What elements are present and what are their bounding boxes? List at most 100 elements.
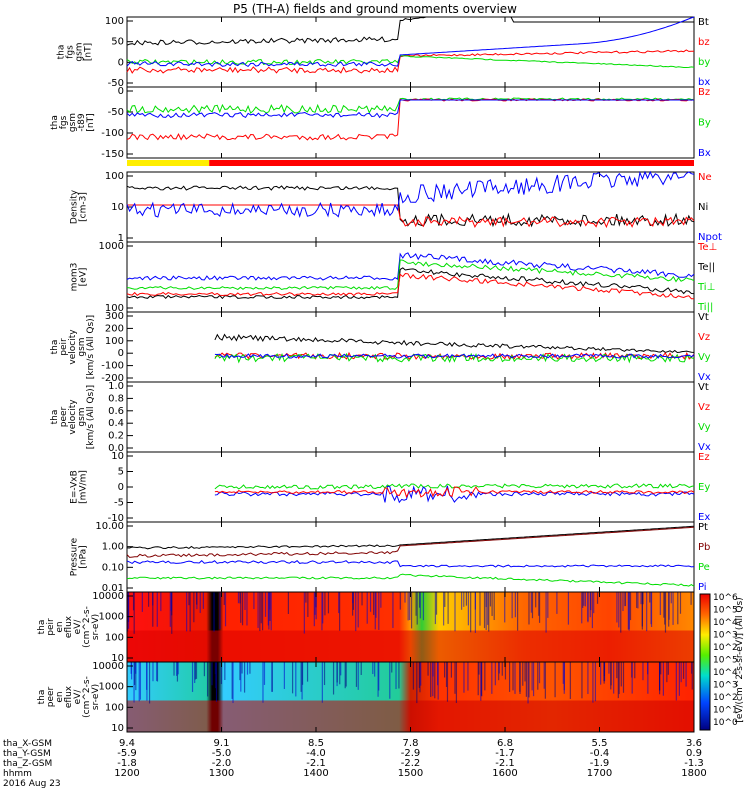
spectrogram-electrons-noise	[271, 662, 273, 692]
series-Ne	[127, 204, 695, 229]
spectrogram-electrons-noise	[443, 662, 446, 678]
spectrogram-ions-noise	[443, 592, 445, 626]
x-row-label: hhmm	[3, 769, 32, 779]
spectrogram-electrons-noise	[300, 662, 302, 692]
spectrogram-electrons-noise	[156, 662, 158, 681]
spectrogram-electrons-noise	[617, 662, 619, 699]
y-axis-label-line: gsm	[77, 407, 87, 426]
x-tick-label: -1.9	[590, 758, 610, 769]
y-tick-label: 50	[111, 37, 124, 48]
spectrogram-electrons-noise	[498, 662, 500, 681]
y-tick-label: -200	[101, 373, 124, 384]
y-axis-label-peer_v: tha peer velocity gsm [km/s (All Qs)]	[50, 385, 96, 449]
y-axis-label-line: eflux	[64, 615, 74, 638]
legend-Vy: Vy	[698, 422, 711, 433]
series-Ez	[214, 486, 695, 499]
spectrogram-electrons-noise	[478, 662, 480, 675]
legend-Ey: Ey	[698, 482, 710, 493]
spectrogram-ions-noise	[315, 592, 317, 620]
spectrogram-ions-noise	[618, 592, 620, 628]
y-tick-label: 1	[118, 233, 124, 244]
spectrogram-ions-noise	[628, 592, 630, 630]
y-tick-label: 1.00	[102, 542, 124, 553]
spectrogram-ions-noise	[538, 592, 541, 623]
spectrogram-electrons-noise	[243, 662, 246, 693]
spectrogram-electrons-noise	[616, 662, 618, 679]
spectrogram-ions-noise	[327, 592, 330, 614]
spectrogram-electrons-noise	[323, 662, 326, 686]
x-tick-label: 1600	[492, 768, 517, 779]
spectrogram-ions-noise	[584, 592, 587, 607]
spectrogram-electrons-noise	[412, 662, 414, 690]
spectrogram-electrons-noise	[491, 662, 493, 694]
spectrogram-ions-noise	[434, 592, 436, 625]
spectrogram-ions-noise	[202, 592, 204, 609]
spectrogram-electrons-noise	[594, 662, 597, 702]
colorbar-tick: 10^5	[713, 656, 738, 666]
spectrogram-ions-noise	[410, 592, 413, 629]
spectrogram-electrons-noise	[138, 662, 140, 702]
y-tick-label: 200	[105, 323, 124, 334]
spectrogram-ions-noise	[465, 592, 468, 606]
spectrogram-ions-noise	[147, 592, 150, 607]
legend-Te⊥: Te⊥	[697, 242, 717, 253]
spectrogram-ions-noise	[514, 592, 516, 618]
spectrogram-electrons-noise	[203, 662, 205, 677]
y-tick-label: 0.8	[108, 393, 124, 404]
spectrogram-ions-noise	[193, 592, 195, 623]
spectrogram-ions-noise	[479, 592, 481, 626]
spectrogram-electrons-noise	[563, 662, 565, 691]
spectrogram-ions-noise	[213, 592, 215, 632]
spectrogram-ions-noise	[244, 592, 246, 611]
colorbar-tick: 10^6	[713, 593, 738, 603]
spectrogram-ions-noise	[352, 592, 354, 616]
legend-Bx: Bx	[698, 148, 711, 159]
legend-bx: bx	[698, 77, 710, 88]
spectrogram-electrons-noise	[480, 662, 482, 701]
x-tick-label: 1700	[587, 768, 612, 779]
legend-Bz: Bz	[698, 87, 710, 98]
spectrogram-electrons-noise	[211, 662, 213, 686]
y-tick-label: 0	[118, 348, 124, 359]
spectrogram-ions-noise	[224, 592, 227, 627]
spectrogram-ions-noise	[629, 592, 632, 621]
x-tick-label: -1.8	[117, 758, 137, 769]
y-axis-label-line: mom3	[70, 263, 80, 292]
spectrogram-ions-noise	[321, 592, 323, 631]
x-tick-label: 6.8	[497, 738, 513, 749]
y-tick-label: 10000	[92, 661, 124, 672]
spectrogram-ions-noise	[152, 592, 154, 627]
spectrogram-ions-noise	[672, 592, 674, 625]
y-axis-label-pressure: Pressure [nPa]	[70, 537, 89, 576]
spectrogram-ions-noise	[659, 592, 661, 615]
spectrogram-electrons-noise	[355, 662, 358, 687]
spectrogram-ions-noise	[189, 592, 191, 632]
spectrogram-ions-noise	[435, 592, 438, 615]
spectrogram-electrons-noise	[291, 662, 294, 694]
spectrogram-electrons-noise	[603, 662, 605, 684]
spectrogram-electrons-noise	[173, 662, 175, 676]
y-axis-label-line: -t89	[77, 113, 87, 132]
spectrogram-ions-noise	[160, 592, 162, 612]
spectrogram-ions-noise	[677, 592, 679, 625]
spectrogram-ions-noise	[313, 592, 315, 627]
spectrogram-electrons-noise	[146, 662, 148, 701]
spectrogram-ions-noise	[324, 592, 326, 616]
spectrogram-electrons-noise	[135, 662, 137, 691]
panel-frame-fgs_t89	[126, 86, 695, 159]
spectrogram-electrons-noise	[130, 662, 132, 674]
spectrogram-electrons-noise	[344, 662, 346, 689]
series-Pi	[126, 560, 695, 568]
spectrogram-ions-noise	[369, 592, 372, 612]
spectrogram-ions-noise	[591, 592, 594, 629]
spectrogram-ions-noise	[454, 592, 456, 632]
spectrogram-electrons-noise	[504, 662, 507, 680]
y-tick-label: 0.6	[108, 406, 124, 417]
spectrogram-ions-noise	[624, 592, 626, 607]
legend-Vz: Vz	[698, 402, 710, 413]
spectrogram-electrons-noise	[395, 662, 397, 690]
x-tick-label: 3.6	[686, 738, 702, 749]
spectrogram-electrons-noise	[527, 662, 529, 704]
spectrogram-electrons-noise	[231, 662, 233, 699]
spectrogram-electrons-noise	[427, 662, 429, 676]
